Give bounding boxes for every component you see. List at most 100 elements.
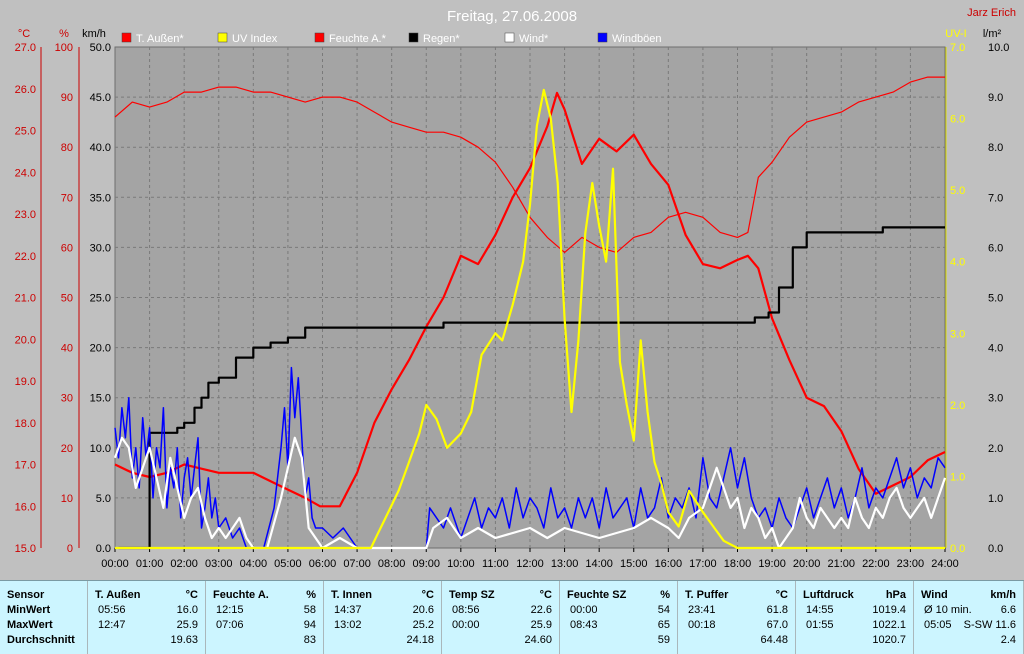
stats-row: MaxWert <box>0 618 87 633</box>
stats-header: Feuchte SZ <box>567 589 627 601</box>
stats-row: MinWert <box>0 603 87 618</box>
stats-time: 12:15 <box>216 604 244 616</box>
stats-time: 08:43 <box>570 619 598 631</box>
temp-axis-tick-label: 23.0 <box>15 209 36 221</box>
stats-column: Temp SZ °C 08:56 22.6 00:00 25.9 24.60 <box>442 581 560 654</box>
stats-column: Feuchte SZ% 00:00 54 08:43 65 59 <box>560 581 678 654</box>
legend-label: UV Index <box>232 33 278 45</box>
x-axis-tick-label: 09:00 <box>412 558 440 570</box>
chart-author: Jarz Erich <box>967 7 1016 19</box>
stats-row: 24.60 <box>442 633 559 648</box>
rain-axis-tick-label: 5.0 <box>988 293 1003 305</box>
wind-axis-tick-label: 35.0 <box>90 192 111 204</box>
humidity-axis-unit: % <box>59 28 69 40</box>
stats-row: 83 <box>206 633 323 648</box>
stats-row: Durchschnitt <box>0 633 87 648</box>
wind-axis-tick-label: 40.0 <box>90 142 111 154</box>
stats-row: 14:55 1019.4 <box>796 603 913 618</box>
stats-time: 00:18 <box>688 619 716 631</box>
stats-time: 13:02 <box>334 619 362 631</box>
stats-row-label: Durchschnitt <box>7 634 75 646</box>
stats-unit: °C <box>185 589 198 601</box>
stats-header: Luftdruck <box>803 589 854 601</box>
stats-value: 58 <box>303 604 316 616</box>
temp-axis-unit: °C <box>18 28 30 40</box>
stats-value: 83 <box>303 634 316 646</box>
stats-header: Sensor <box>7 589 45 601</box>
stats-value: 25.2 <box>412 619 434 631</box>
uv-axis-unit: UV-I <box>945 28 966 40</box>
stats-time: 00:00 <box>452 619 480 631</box>
stats-row: 23:41 61.8 <box>678 603 795 618</box>
rain-axis-tick-label: 4.0 <box>988 343 1003 355</box>
stats-row: 19.63 <box>88 633 205 648</box>
stats-value: 67.0 <box>766 619 788 631</box>
stats-header: T. Außen <box>95 589 141 601</box>
stats-value: 1019.4 <box>872 604 906 616</box>
rain-axis-tick-label: 1.0 <box>988 493 1003 505</box>
stats-value: 25.9 <box>176 619 198 631</box>
x-axis-tick-label: 04:00 <box>240 558 268 570</box>
stats-time: 12:47 <box>98 619 126 631</box>
uv-axis-tick-label: 1.0 <box>950 471 965 483</box>
series-line-t-au-en <box>114 91 946 508</box>
x-axis-tick-label: 21:00 <box>827 558 855 570</box>
temp-axis-tick-label: 18.0 <box>15 418 36 430</box>
legend-swatch <box>314 32 325 43</box>
stats-unit: km/h <box>990 589 1016 601</box>
stats-value: 16.0 <box>176 604 198 616</box>
x-axis-tick-label: 24:00 <box>931 558 959 570</box>
wind-axis-tick-label: 25.0 <box>90 293 111 305</box>
uv-axis-tick-label: 5.0 <box>950 185 965 197</box>
stats-header-row: Temp SZ °C <box>442 588 559 603</box>
stats-column: Luftdruck hPa 14:55 1019.4 01:55 1022.1 1020.7 <box>796 581 914 654</box>
stats-unit: % <box>660 589 670 601</box>
series-line-uv-index <box>115 88 945 550</box>
stats-value: 24.18 <box>406 634 434 646</box>
legend-label: Windböen <box>612 33 662 45</box>
stats-row: 08:43 65 <box>560 618 677 633</box>
temp-axis-tick-label: 17.0 <box>15 460 36 472</box>
temp-axis-tick-label: 21.0 <box>15 293 36 305</box>
temp-axis-tick-label: 27.0 <box>15 42 36 54</box>
stats-value: 2.4 <box>1000 634 1016 646</box>
rain-axis-tick-label: 7.0 <box>988 192 1003 204</box>
stats-column: T. Innen °C 14:37 20.6 13:02 25.2 24.18 <box>324 581 442 654</box>
stats-value: 1020.7 <box>872 634 906 646</box>
stats-row: 59 <box>560 633 677 648</box>
legend-label: Feuchte A.* <box>329 33 387 45</box>
stats-row: 00:00 54 <box>560 603 677 618</box>
temp-axis-tick-label: 19.0 <box>15 376 36 388</box>
rain-axis-tick-label: 2.0 <box>988 443 1003 455</box>
stats-value: 20.6 <box>412 604 434 616</box>
x-axis-tick-label: 19:00 <box>758 558 786 570</box>
rain-axis-tick-label: 10.0 <box>988 42 1009 54</box>
rain-axis-tick-label: 0.0 <box>988 543 1003 555</box>
stats-column: Feuchte A.% 12:15 58 07:06 94 83 <box>206 581 324 654</box>
stats-value: 24.60 <box>524 634 552 646</box>
x-axis-tick-label: 12:00 <box>516 558 544 570</box>
humidity-axis-tick-label: 70 <box>61 192 73 204</box>
stats-unit: °C <box>421 589 434 601</box>
wind-axis-unit: km/h <box>82 28 106 40</box>
x-axis-tick-label: 05:00 <box>274 558 302 570</box>
stats-row: 14:37 20.6 <box>324 603 441 618</box>
legend-swatch <box>217 32 228 43</box>
humidity-axis-tick-label: 20 <box>61 443 73 455</box>
weather-chart: 15.0 16.0 17.0 18.0 19.0 20.0 21.0 22.0 23.0 24.0… <box>14 7 1016 570</box>
x-axis-tick-label: 17:00 <box>689 558 717 570</box>
uv-axis-tick-label: 6.0 <box>950 114 965 126</box>
stats-header-row: Wind km/h <box>914 588 1023 603</box>
stats-time: 05:56 <box>98 604 126 616</box>
humidity-axis-tick-label: 50 <box>61 293 73 305</box>
temp-axis-tick-label: 22.0 <box>15 251 36 263</box>
rain-axis-tick-label: 8.0 <box>988 142 1003 154</box>
stats-value: S-SW 11.6 <box>963 619 1016 631</box>
stats-row: 2.4 <box>914 633 1023 648</box>
stats-unit: °C <box>775 589 788 601</box>
stats-time: 01:55 <box>806 619 834 631</box>
x-axis-tick-label: 18:00 <box>724 558 752 570</box>
humidity-axis-tick-label: 40 <box>61 343 73 355</box>
stats-row-label: MaxWert <box>7 619 53 631</box>
stats-row: 01:55 1022.1 <box>796 618 913 633</box>
